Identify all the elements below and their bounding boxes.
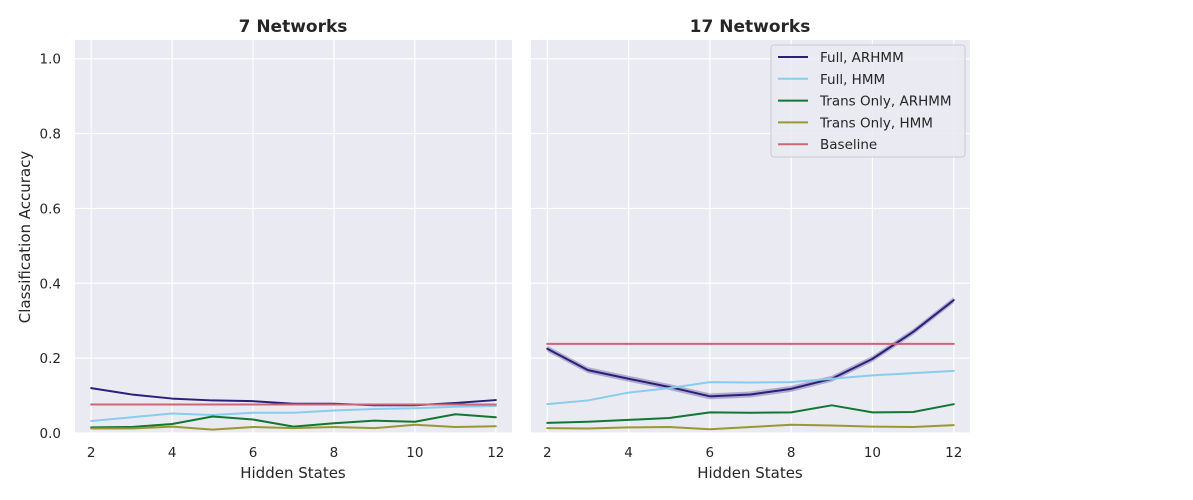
legend-frame [770,44,966,158]
series-line-full-hmm [546,369,955,406]
y-tick-label: 0.6 [40,201,61,217]
x-tick-label: 12 [945,445,962,461]
x-tick-label: 8 [787,445,796,461]
x-tick-label: 6 [706,445,715,461]
x-tick-label: 2 [87,445,96,461]
legend-label: Trans Only, ARHMM [819,94,952,110]
series-line-full-arhmm [546,299,955,398]
yticks-7-networks: 0.0 0.2 0.4 0.6 0.8 1.0 [40,52,61,442]
legend-label: Full, HMM [820,72,885,88]
y-tick-label: 0.2 [40,351,61,367]
series-line-trans-only-arhmm [546,403,955,424]
series-line-trans-only-hmm [90,423,497,431]
y-tick-label: 0.4 [40,276,61,292]
x-tick-label: 10 [406,445,423,461]
x-axis-label-7-networks: Hidden States [240,464,346,482]
legend-label: Full, ARHMM [820,50,904,66]
xticks-7-networks: 2 4 6 8 10 12 [87,445,505,461]
x-tick-label: 12 [487,445,504,461]
series-line-trans-only-arhmm [90,413,497,429]
grid-7-networks [75,40,512,434]
y-tick-label: 1.0 [40,52,61,68]
y-tick-label: 0.0 [40,426,61,442]
xticks-17-networks: 2 4 6 8 10 12 [543,445,962,461]
panel-7-networks: 2 4 6 8 10 12 0.0 0.2 0.4 0.6 0.8 1.0 7 Networks H… [16,17,512,482]
legend-label: Trans Only, HMM [819,115,933,131]
x-tick-label: 10 [864,445,881,461]
legend-label: Baseline [820,137,877,153]
x-tick-label: 4 [168,445,177,461]
x-tick-label: 8 [330,445,339,461]
x-tick-label: 6 [249,445,258,461]
chart-title-7-networks: 7 Networks [239,17,348,37]
x-tick-label: 4 [624,445,633,461]
lines-17-networks [546,299,955,431]
series-line-trans-only-hmm [546,423,955,431]
chart-title-17-networks: 17 Networks [690,17,811,37]
panel-17-networks: 2 4 6 8 10 12 17 Networks Hidden States [531,17,970,482]
plot-area-7-networks [75,40,512,433]
x-tick-label: 2 [543,445,552,461]
series-line-full-hmm [90,405,497,423]
y-axis-label: Classification Accuracy [16,151,34,324]
lines-7-networks [90,387,497,431]
y-tick-label: 0.8 [40,127,61,143]
legend: Full, ARHMM Full, HMM Trans Only, ARHMM Tra… [770,44,966,158]
x-axis-label-17-networks: Hidden States [697,464,803,482]
